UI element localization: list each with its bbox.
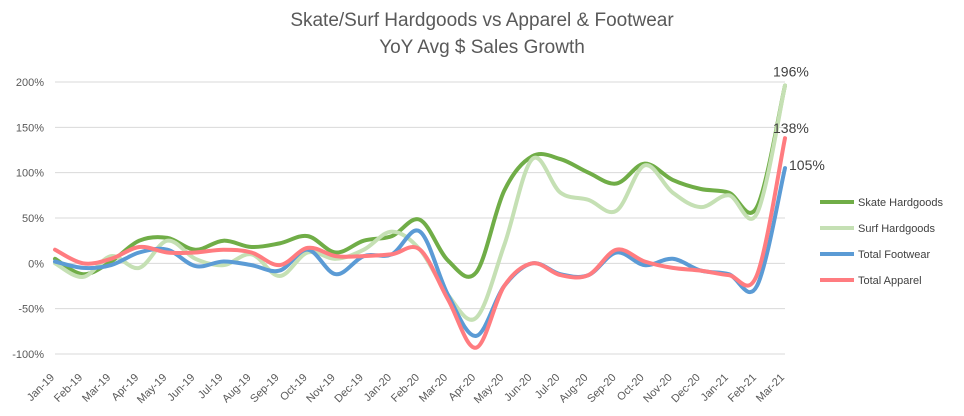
legend-label-total-footwear: Total Footwear — [858, 249, 930, 261]
x-tick-label: Jun-20 — [502, 372, 534, 404]
x-tick-label: Nov-19 — [304, 372, 338, 406]
series-line-total-footwear — [53, 166, 787, 338]
x-tick-label: Dec-20 — [669, 372, 703, 406]
data-label-total-footwear: 105% — [789, 157, 825, 173]
x-tick-label: Mar-20 — [417, 372, 450, 405]
x-tick-label: Mar-21 — [754, 372, 787, 405]
y-tick-label: 0% — [28, 258, 44, 270]
x-tick-label: Mar-19 — [80, 372, 113, 405]
data-labels: 196% 138% 105% — [773, 64, 825, 174]
y-tick-label: 50% — [22, 213, 44, 225]
data-label-surf-hardgoods: 196% — [773, 64, 809, 80]
y-tick-label: -50% — [18, 304, 44, 316]
x-tick-label: Jan-21 — [699, 372, 731, 404]
x-tick-label: Nov-20 — [641, 372, 675, 406]
x-tick-label: Feb-20 — [389, 372, 422, 405]
y-tick-label: 200% — [16, 77, 44, 89]
series-line-skate-hardgoods — [53, 83, 787, 279]
series-line-surf-hardgoods — [53, 83, 787, 322]
y-tick-label: 100% — [16, 168, 44, 180]
x-tick-label: May-19 — [135, 372, 169, 406]
y-tick-label: -100% — [12, 349, 44, 361]
legend-label-skate-hardgoods: Skate Hardgoods — [858, 197, 943, 209]
legend: Skate Hardgoods Surf Hardgoods Total Footw… — [820, 197, 943, 287]
y-tick-label: 150% — [16, 122, 44, 134]
chart-title-line-1: Skate/Surf Hardgoods vs Apparel & Footwe… — [290, 10, 674, 31]
x-tick-label: May-20 — [472, 372, 506, 406]
gridlines — [55, 81, 785, 355]
x-tick-label: Dec-19 — [332, 372, 366, 406]
x-tick-label: Jan-19 — [25, 372, 57, 404]
legend-label-surf-hardgoods: Surf Hardgoods — [858, 223, 936, 235]
x-tick-label: Jan-20 — [362, 372, 394, 404]
series-line-total-apparel — [53, 136, 787, 350]
series-lines — [53, 83, 787, 350]
x-tick-label: Aug-20 — [557, 372, 591, 406]
chart-title-line-2: YoY Avg $ Sales Growth — [379, 37, 585, 58]
y-axis-ticks: -100% -50% 0% 50% 100% 150% 200% — [12, 77, 44, 361]
x-axis-ticks: Jan-19Feb-19Mar-19Apr-19May-19Jun-19Jul-… — [25, 372, 787, 406]
x-tick-label: Feb-21 — [726, 372, 759, 405]
legend-label-total-apparel: Total Apparel — [858, 275, 922, 287]
x-tick-label: Jun-19 — [165, 372, 197, 404]
x-tick-label: Aug-19 — [220, 372, 254, 406]
x-tick-label: Sep-20 — [585, 372, 619, 406]
x-tick-label: Sep-19 — [248, 372, 282, 406]
x-tick-label: Feb-19 — [52, 372, 85, 405]
data-label-total-apparel: 138% — [773, 120, 809, 136]
